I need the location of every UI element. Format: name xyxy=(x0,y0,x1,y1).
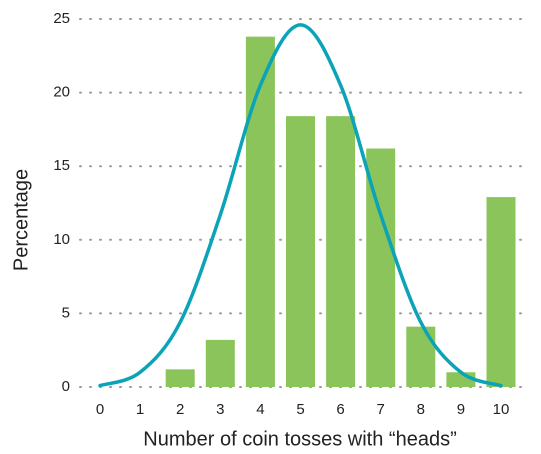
x-tick-label: 5 xyxy=(296,401,304,418)
y-tick-label: 10 xyxy=(53,231,70,248)
y-tick-label: 20 xyxy=(53,84,70,101)
bar xyxy=(245,36,275,387)
x-tick-label: 8 xyxy=(417,401,425,418)
x-tick-label: 1 xyxy=(136,401,144,418)
bar xyxy=(406,326,436,387)
y-axis-label: Percentage xyxy=(10,169,32,271)
curve xyxy=(98,23,503,388)
x-tick-label: 2 xyxy=(176,401,184,418)
x-tick-label: 9 xyxy=(457,401,465,418)
x-tick-label: 6 xyxy=(336,401,344,418)
x-tick-label: 4 xyxy=(256,401,264,418)
y-tick-label: 15 xyxy=(53,157,70,174)
x-axis-label: Number of coin tosses with “heads” xyxy=(143,428,456,450)
y-tick-label: 25 xyxy=(53,10,70,27)
bar xyxy=(205,339,235,387)
y-tick-label: 5 xyxy=(62,304,70,321)
bar xyxy=(326,116,356,387)
x-tick-label: 3 xyxy=(216,401,224,418)
bar xyxy=(286,116,315,387)
bar xyxy=(486,197,516,387)
y-tick-label: 0 xyxy=(62,378,70,395)
bar xyxy=(165,369,195,387)
x-tick-label: 10 xyxy=(493,401,510,418)
x-tick-label: 7 xyxy=(377,401,385,418)
x-tick-label: 0 xyxy=(96,401,104,418)
